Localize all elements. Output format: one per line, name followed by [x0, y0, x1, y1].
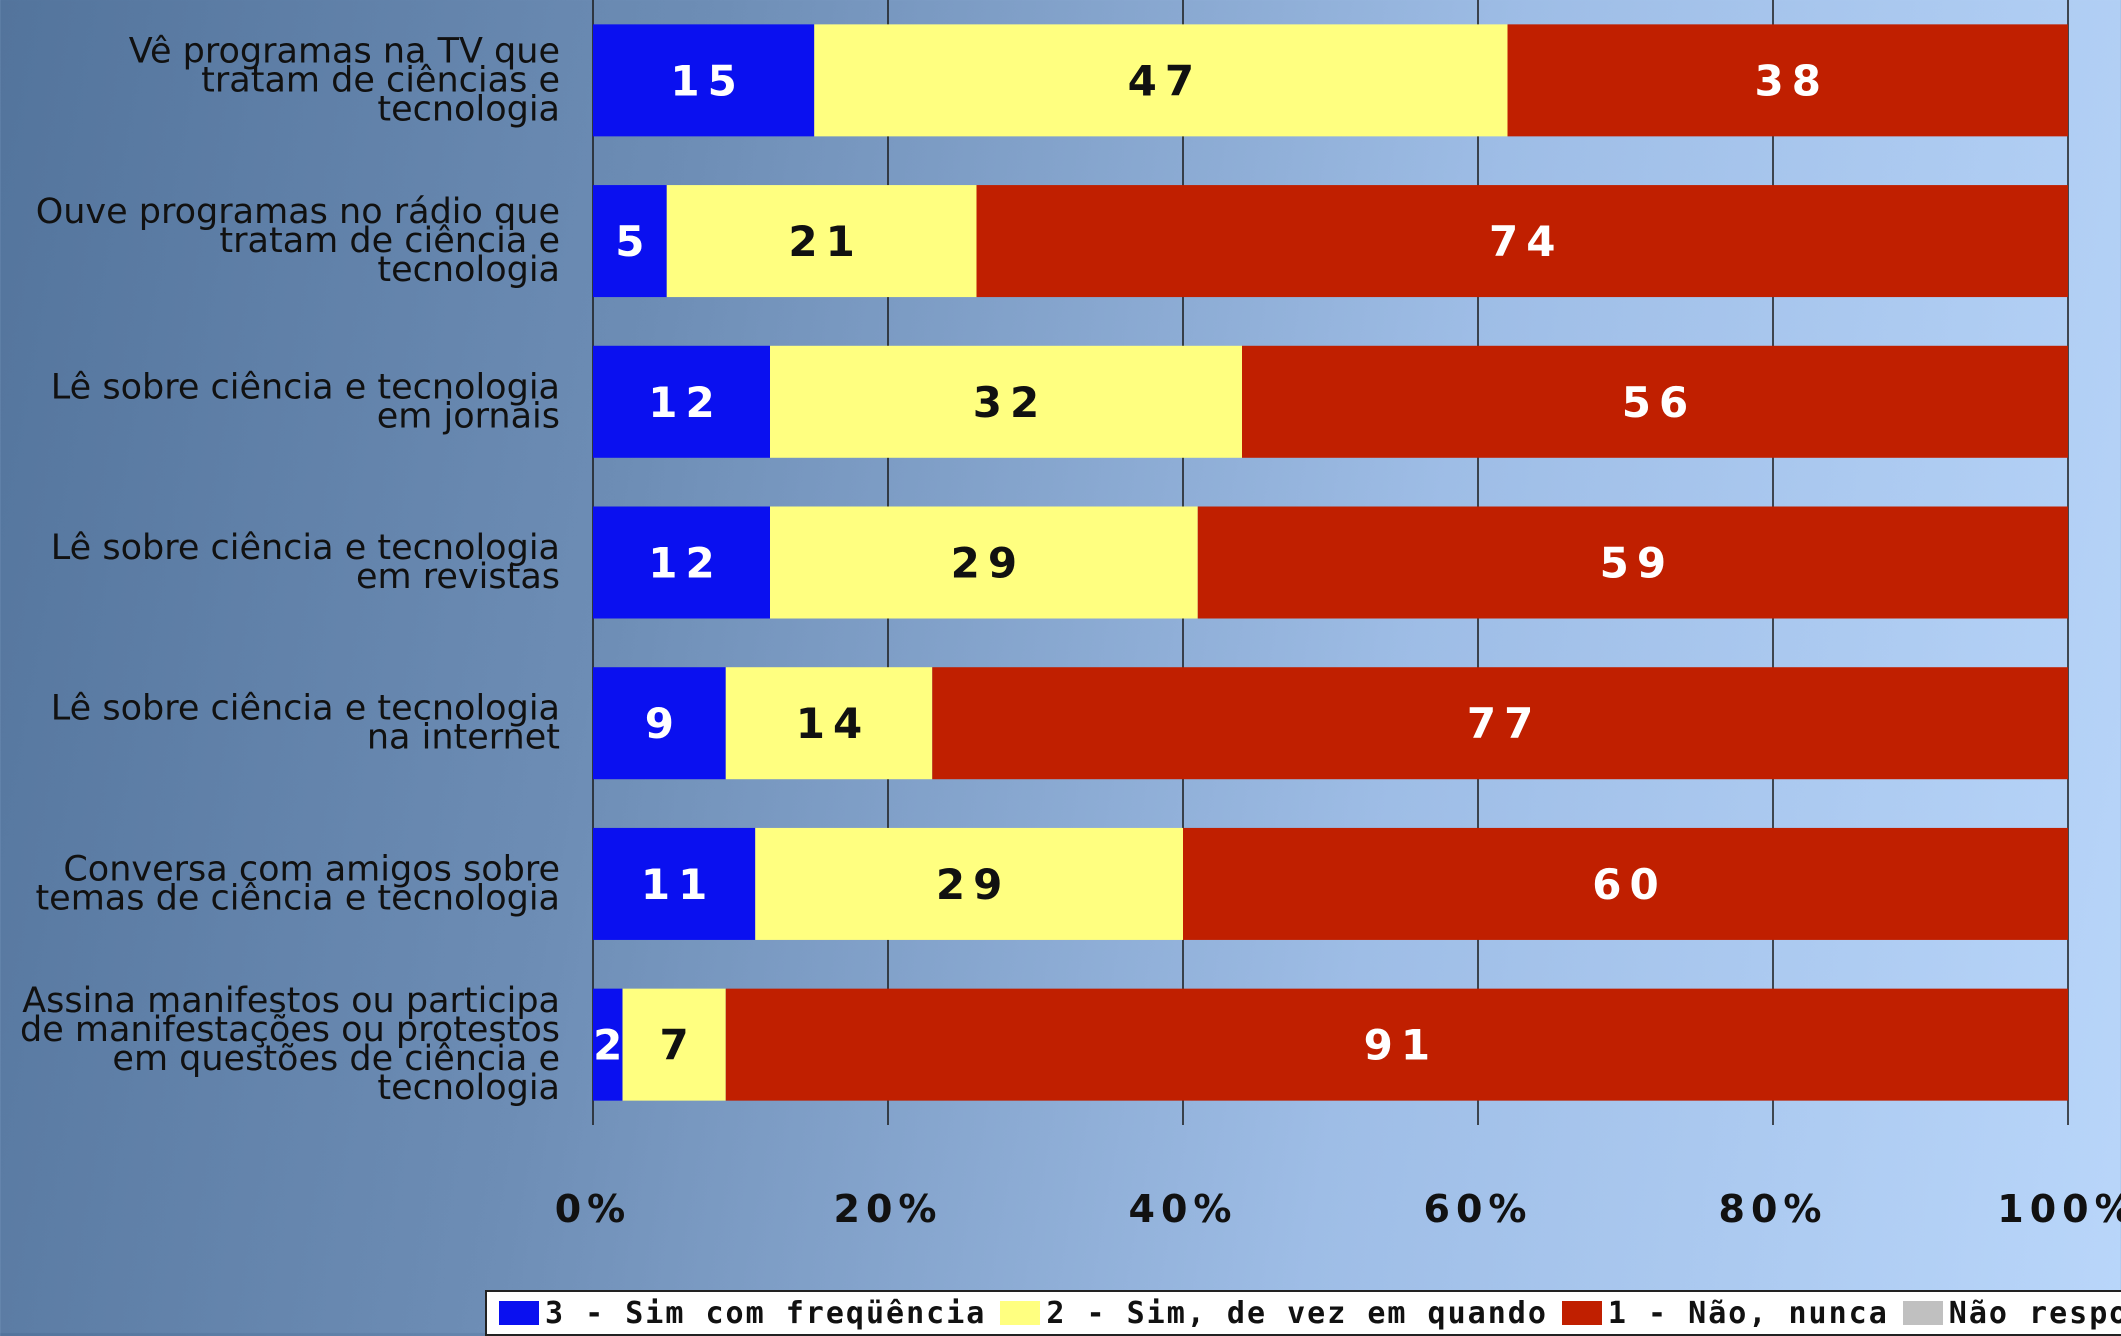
bar-segment: [593, 667, 726, 780]
bar-segment: [593, 988, 623, 1101]
legend-item: Não respondeu: [1902, 1295, 2121, 1331]
x-tick-label: 80%: [1719, 1187, 1828, 1231]
legend-swatch: [1561, 1301, 1602, 1325]
x-axis-tick-labels: 0% 20% 40% 60% 80% 100%: [555, 1187, 2121, 1231]
bar-segment: [593, 345, 770, 458]
data-label: 38: [1755, 56, 1829, 105]
category-label: temas de ciência e tecnologia: [35, 878, 560, 918]
legend-item: 3 - Sim com freqüência: [499, 1296, 986, 1331]
data-label: 29: [951, 539, 1025, 588]
bar-segment: [593, 827, 756, 940]
data-label: 15: [670, 56, 744, 105]
data-label: 47: [1128, 56, 1202, 105]
data-label: 29: [936, 860, 1010, 909]
category-label: em revistas: [356, 557, 560, 597]
x-tick-label: 20%: [834, 1187, 943, 1231]
data-label: 2: [593, 1021, 630, 1070]
data-label: 5: [615, 217, 652, 266]
bar-segment: [1197, 506, 2068, 619]
data-label: 11: [641, 860, 715, 909]
legend-item: 2 - Sim, de vez em quando: [1000, 1296, 1548, 1331]
x-tick-label: 100%: [1997, 1187, 2121, 1231]
bars: 15 47 38 5 21 74 12 32 56 12 29 59 9 14 77 11 29 60 2 7 91: [593, 24, 2068, 1101]
data-label: 59: [1600, 539, 1674, 588]
category-label: tratam de ciências e: [201, 60, 560, 100]
legend-swatch: [1902, 1301, 1943, 1325]
data-label: 56: [1622, 378, 1696, 427]
bar-segment: [666, 185, 977, 298]
bar-segment: [1183, 827, 2068, 940]
bar-segment: [725, 988, 2068, 1101]
category-label: Lê sobre ciência e tecnologia: [51, 367, 560, 407]
bar-segment: [593, 506, 770, 619]
bar-segment: [1507, 24, 2068, 137]
bar-segment: [593, 24, 815, 137]
legend-label: 1 - Não, nunca: [1607, 1295, 1889, 1331]
category-label: tecnologia: [377, 1068, 560, 1108]
x-tick-label: 0%: [555, 1187, 632, 1231]
bar-segment: [932, 667, 2068, 780]
category-label: na internet: [367, 718, 560, 758]
legend-swatch: [499, 1301, 539, 1325]
data-label: 12: [648, 539, 722, 588]
legend-label: Não respondeu: [1948, 1295, 2121, 1331]
legend-label: 2 - Sim, de vez em quando: [1046, 1295, 1548, 1331]
bar-segment: [770, 506, 1198, 619]
data-label: 74: [1489, 217, 1563, 266]
data-label: 9: [645, 699, 682, 748]
category-label: Conversa com amigos sobre: [63, 849, 560, 889]
data-label: 60: [1592, 860, 1666, 909]
bar-segment: [622, 988, 726, 1101]
category-label: em questões de ciência e: [112, 1039, 560, 1079]
legend-swatch: [1000, 1301, 1041, 1325]
legend-label: 3 - Sim com freqüência: [545, 1295, 987, 1331]
category-label: tratam de ciência e: [219, 221, 560, 261]
category-label: de manifestações ou protestos: [20, 1010, 560, 1050]
data-label: 77: [1467, 699, 1541, 748]
bar-segment: [725, 667, 933, 780]
data-label: 14: [796, 699, 870, 748]
category-label: tecnologia: [377, 250, 560, 290]
bar-segment: [976, 185, 2068, 298]
bar-segment: [770, 345, 1242, 458]
data-label: 32: [973, 378, 1047, 427]
data-label: 91: [1364, 1021, 1438, 1070]
data-label: 7: [660, 1021, 697, 1070]
category-label: Lê sobre ciência e tecnologia: [51, 528, 560, 568]
legend-item: 1 - Não, nunca: [1561, 1295, 1889, 1331]
category-label: Ouve programas no rádio que: [36, 192, 560, 232]
data-label: 12: [648, 378, 722, 427]
category-label: Vê programas na TV que: [129, 31, 560, 71]
bar-segment: [1242, 345, 2068, 458]
category-label: Lê sobre ciência e tecnologia: [51, 689, 560, 729]
category-label: tecnologia: [377, 89, 560, 129]
x-tick-label: 40%: [1129, 1187, 1238, 1231]
x-tick-label: 60%: [1424, 1187, 1533, 1231]
bar-segment: [755, 827, 1183, 940]
legend: 3 - Sim com freqüência 2 - Sim, de vez em…: [485, 1290, 2121, 1336]
category-label: Assina manifestos ou participa: [22, 981, 560, 1021]
bar-segment: [593, 185, 667, 298]
bar-segment: [814, 24, 1508, 137]
data-label: 21: [788, 217, 862, 266]
category-label: em jornais: [377, 396, 560, 436]
